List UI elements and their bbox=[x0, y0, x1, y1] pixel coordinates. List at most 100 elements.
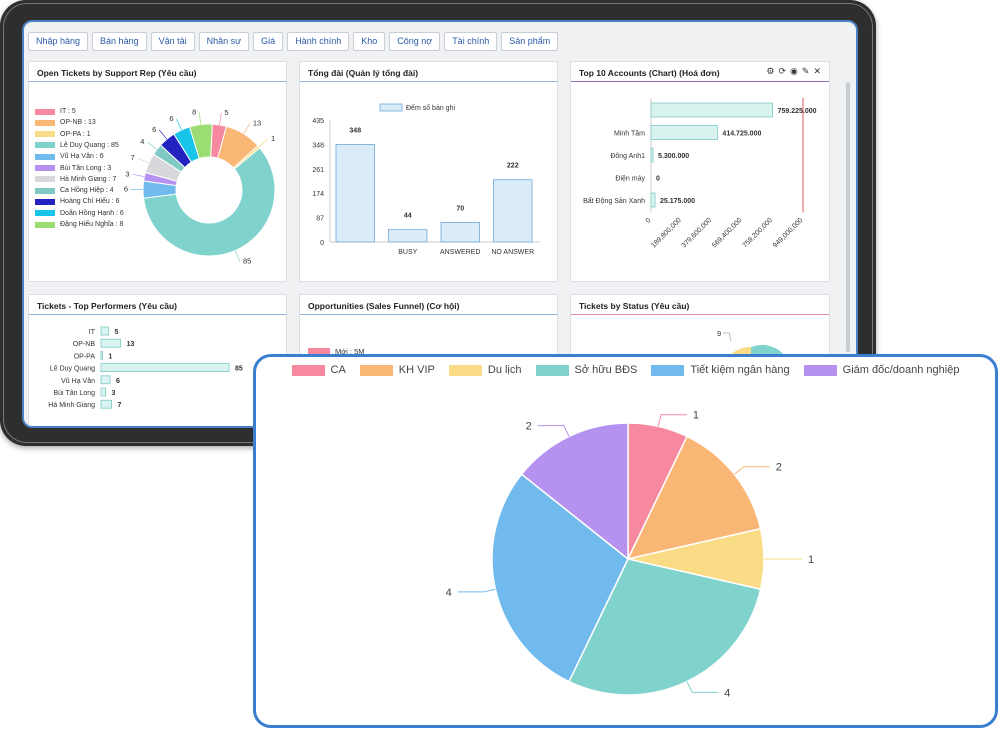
legend-item[interactable]: Tiết kiệm ngân hàng bbox=[651, 364, 790, 376]
slice-value-label: 6 bbox=[124, 185, 128, 194]
menu-item[interactable]: Nhân sự bbox=[198, 32, 250, 51]
bar bbox=[650, 192, 656, 208]
slice-value-label: 1 bbox=[808, 554, 814, 566]
eye-icon[interactable]: ◉ bbox=[790, 66, 798, 76]
slice-value-label: 85 bbox=[243, 257, 251, 266]
menu-item[interactable]: Kho bbox=[353, 32, 386, 51]
legend-item[interactable]: CA bbox=[291, 364, 346, 376]
x-tick-label: BUSY bbox=[398, 249, 417, 256]
panel-divider bbox=[29, 81, 286, 82]
y-tick-label: 0 bbox=[320, 240, 324, 247]
bar-value-label: 85 bbox=[235, 366, 243, 373]
y-tick-label: 87 bbox=[316, 216, 324, 223]
label-leader-line bbox=[234, 250, 241, 262]
panel-divider bbox=[300, 314, 557, 315]
scrollbar[interactable] bbox=[846, 82, 850, 352]
panel-divider bbox=[571, 314, 829, 315]
call-center-bar-chart: 435 348 261 174 87 0 Đếm số bản ghi 348 44 BUSY 70… bbox=[312, 103, 540, 256]
slice-value-label: 5 bbox=[224, 108, 228, 117]
legend-item: Lê Duy Quang : 85 bbox=[35, 142, 119, 149]
legend-swatch bbox=[35, 198, 55, 205]
legend-item: Doãn Hồng Hạnh : 6 bbox=[35, 210, 124, 217]
label-leader-line bbox=[258, 138, 269, 148]
legend-item[interactable]: Giám đốc/doanh nghiệp bbox=[803, 364, 960, 376]
legend-label: Sở hữu BĐS bbox=[574, 364, 638, 376]
menu-item[interactable]: Vận tải bbox=[150, 32, 195, 51]
slice-value-label: 4 bbox=[140, 137, 144, 146]
slice-value-label: 6 bbox=[152, 125, 156, 134]
menu-item[interactable]: Bán hàng bbox=[92, 32, 147, 51]
menu-item[interactable]: Công nợ bbox=[389, 32, 441, 51]
bar-value-label: 13 bbox=[127, 341, 135, 348]
tablet-frame: Nhập hàng Bán hàng Vận tải Nhân sự Giá Hành c… bbox=[0, 0, 876, 446]
label-leader-line bbox=[198, 112, 202, 125]
menu-item[interactable]: Hành chính bbox=[287, 32, 350, 51]
x-tick-label: NO ANSWER bbox=[491, 249, 534, 256]
pie-chart-popup: CA KH VIP Du lịch Sở hữu BĐS Tiết kiệm ngân … bbox=[253, 354, 998, 728]
bar bbox=[335, 144, 375, 243]
donut-slice bbox=[142, 147, 276, 257]
x-tick-label: 379,600,000 bbox=[681, 217, 714, 250]
legend-label: Giám đốc/doanh nghiệp bbox=[842, 364, 960, 376]
close-icon[interactable]: ✕ bbox=[813, 66, 821, 76]
legend-swatch bbox=[803, 364, 837, 376]
y-tick-label: 261 bbox=[312, 167, 324, 174]
menu-item[interactable]: Tài chính bbox=[444, 32, 498, 51]
pie-slice bbox=[626, 435, 762, 561]
legend-label: CA bbox=[330, 364, 346, 376]
y-tick-label: Lê Duy Quang bbox=[50, 366, 95, 373]
legend-item: Hà Minh Giang : 7 bbox=[35, 176, 116, 183]
legend-label: IT : 5 bbox=[60, 108, 76, 115]
legend-label: Đếm số bản ghi bbox=[406, 103, 455, 112]
bar bbox=[100, 326, 109, 336]
legend-item: OP-PA : 1 bbox=[35, 131, 91, 138]
bar bbox=[100, 351, 103, 360]
x-tick-label: 949,000,000 bbox=[772, 217, 805, 250]
panel-toolbar: ⚙ ⟳ ◉ ✎ ✕ bbox=[766, 66, 821, 77]
menu-item[interactable]: Nhập hàng bbox=[28, 32, 89, 51]
label-leader-line bbox=[243, 123, 251, 134]
legend-swatch bbox=[35, 131, 55, 138]
y-tick-label: Bất Động Sản Xanh bbox=[583, 196, 645, 205]
bar-value-label: 70 bbox=[456, 205, 464, 212]
legend-label: Tiết kiệm ngân hàng bbox=[690, 364, 790, 376]
top-accounts-bar-chart: 759.225.000 414.725.000 Minh Tâm 5.300.000 Đ… bbox=[583, 98, 817, 250]
y-tick-label: OP-NB bbox=[73, 341, 96, 348]
donut-slice bbox=[188, 123, 213, 160]
bar-value-label: 5.300.000 bbox=[658, 153, 689, 160]
y-tick-label: OP-PA bbox=[74, 353, 96, 360]
y-tick-label: Minh Tâm bbox=[614, 131, 645, 138]
legend-item: Đặng Hiếu Nghĩa : 8 bbox=[35, 221, 123, 228]
menu-item[interactable]: Giá bbox=[253, 32, 284, 51]
legend-label: Ca Hồng Hiệp : 4 bbox=[60, 187, 114, 195]
legend-item[interactable]: Du lịch bbox=[448, 364, 522, 376]
legend-item[interactable]: Sở hữu BĐS bbox=[535, 364, 638, 376]
pencil-icon[interactable]: ✎ bbox=[801, 66, 810, 76]
menu-item[interactable]: Sản phẩm bbox=[501, 32, 559, 51]
legend-label: Hà Minh Giang : 7 bbox=[60, 175, 117, 183]
label-leader-line bbox=[176, 118, 182, 131]
top-performers-panel: Tickets - Top Performers (Yêu cầu) IT 5 OP… bbox=[28, 294, 287, 426]
bar-value-label: 414.725.000 bbox=[722, 131, 761, 138]
gear-icon[interactable]: ⚙ bbox=[766, 66, 775, 76]
legend-swatch bbox=[35, 176, 55, 183]
bar-value-label: 3 bbox=[112, 390, 116, 397]
bar-value-label: 0 bbox=[656, 176, 660, 183]
legend-swatch bbox=[35, 119, 55, 126]
panel-title: Top 10 Accounts (Chart) (Hoá đơn) bbox=[579, 68, 720, 78]
legend-item[interactable]: KH VIP bbox=[359, 364, 435, 376]
panel-title: Tickets by Status (Yêu cầu) bbox=[579, 301, 690, 311]
y-tick-label: Bùi Tân Long bbox=[53, 390, 95, 397]
refresh-icon[interactable]: ⟳ bbox=[778, 66, 787, 76]
y-tick-label: Đông Anh1 bbox=[610, 153, 645, 160]
slice-value-label: 7 bbox=[131, 153, 135, 162]
panel-title: Opportunities (Sales Funnel) (Cơ hội) bbox=[308, 301, 460, 311]
bar bbox=[100, 363, 230, 372]
y-tick-label: 348 bbox=[312, 142, 324, 149]
bar bbox=[650, 102, 774, 118]
open-tickets-panel: Open Tickets by Support Rep (Yêu cầu) IT… bbox=[28, 61, 287, 282]
bar bbox=[493, 179, 533, 243]
bar-value-label: 7 bbox=[118, 402, 122, 409]
panel-title: Open Tickets by Support Rep (Yêu cầu) bbox=[37, 68, 197, 78]
label-leader-line bbox=[137, 157, 149, 164]
